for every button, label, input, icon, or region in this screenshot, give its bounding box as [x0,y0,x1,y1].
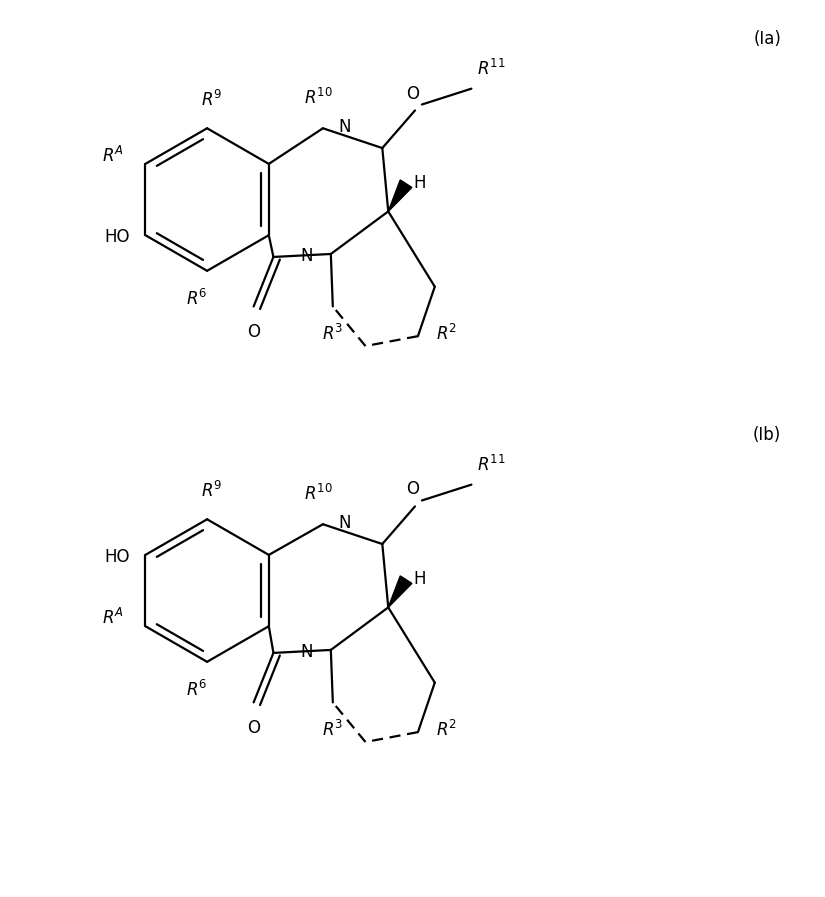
Polygon shape [389,180,412,212]
Text: $R^{10}$: $R^{10}$ [304,89,332,109]
Text: N: N [300,643,313,661]
Text: H: H [413,174,426,192]
Text: $R^6$: $R^6$ [186,680,208,700]
Text: $R^3$: $R^3$ [323,325,343,344]
Text: $R^6$: $R^6$ [186,289,208,309]
Text: $R^A$: $R^A$ [101,608,124,628]
Text: $R^3$: $R^3$ [323,720,343,740]
Text: H: H [413,570,426,588]
Text: $R^2$: $R^2$ [436,324,457,344]
Text: (Ia): (Ia) [753,30,781,48]
Text: HO: HO [104,228,130,246]
Text: (Ib): (Ib) [753,426,781,444]
Text: O: O [248,719,260,737]
Text: N: N [339,118,351,136]
Text: $R^9$: $R^9$ [201,91,223,110]
Text: $R^A$: $R^A$ [101,146,124,166]
Text: $R^{11}$: $R^{11}$ [478,455,506,475]
Text: $R^{11}$: $R^{11}$ [478,58,506,79]
Text: $R^{10}$: $R^{10}$ [304,484,332,504]
Text: O: O [248,323,260,341]
Text: O: O [407,84,419,102]
Text: N: N [339,514,351,532]
Text: O: O [407,481,419,499]
Text: N: N [300,247,313,265]
Polygon shape [389,576,412,607]
Text: HO: HO [104,548,130,566]
Text: $R^2$: $R^2$ [436,720,457,740]
Text: $R^9$: $R^9$ [201,482,223,501]
